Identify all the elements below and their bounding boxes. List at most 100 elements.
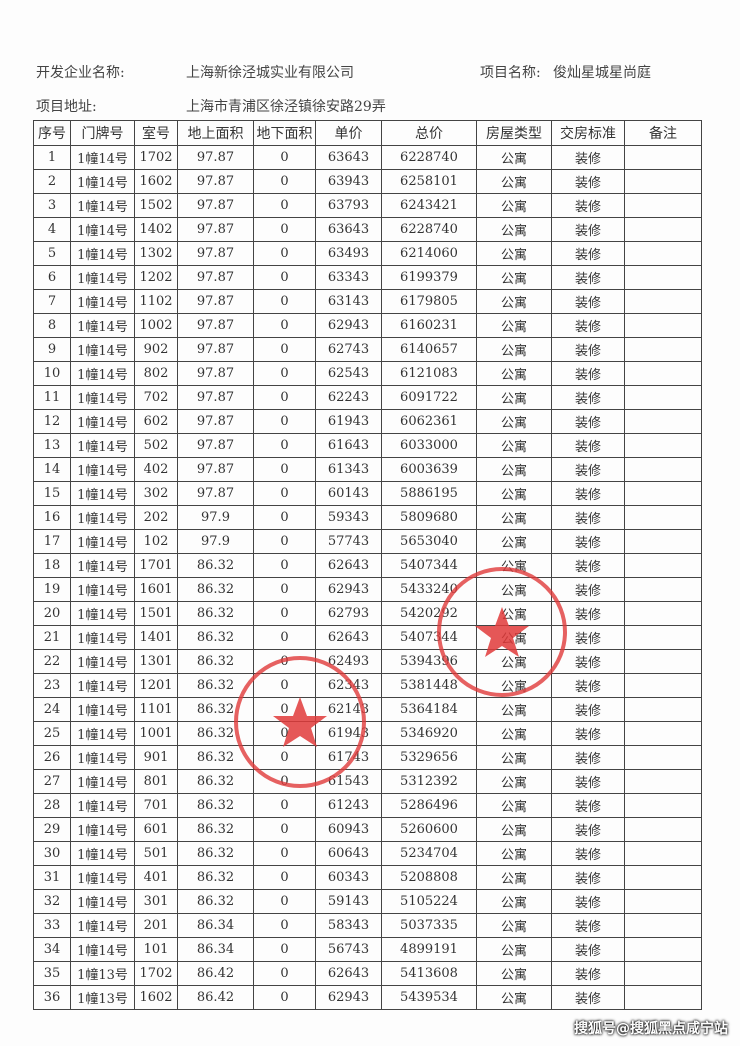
table-cell: 86.42 [177,985,254,1010]
table-cell: 0 [253,217,316,242]
table-cell: 9 [33,337,71,362]
table-cell [624,409,702,434]
table-cell: 97.87 [177,457,254,482]
table-cell: 63143 [315,289,382,314]
table-cell: 86.32 [177,601,254,626]
table-cell: 1幢14号 [70,169,135,194]
table-cell: 装修 [551,673,625,698]
table-cell: 61243 [315,793,382,818]
table-cell [624,961,702,986]
table-cell: 5394396 [381,649,477,674]
table-cell: 1幢14号 [70,721,135,746]
table-cell: 58343 [315,913,382,938]
table-cell: 1402 [134,217,178,242]
table-cell: 6179805 [381,289,477,314]
table-cell: 0 [253,841,316,866]
table-cell: 装修 [551,937,625,962]
table-cell: 6121083 [381,361,477,386]
table-cell: 公寓 [476,145,552,170]
table-cell: 1幢14号 [70,529,135,554]
table-cell: 6160231 [381,313,477,338]
table-cell [624,217,702,242]
table-cell [624,289,702,314]
table-cell: 101 [134,937,178,962]
table-cell: 0 [253,193,316,218]
table-cell: 5420292 [381,601,477,626]
table-cell: 0 [253,913,316,938]
table-cell: 5037335 [381,913,477,938]
table-cell: 公寓 [476,217,552,242]
table-cell: 86.34 [177,937,254,962]
table-row: 14 1幢14号 402 97.87 0 61343 6003639 公寓 装修 [33,457,702,482]
table-cell: 0 [253,625,316,650]
table-cell [624,865,702,890]
table-cell: 1幢14号 [70,361,135,386]
table-cell: 62643 [315,625,382,650]
table-cell: 61943 [315,721,382,746]
table-cell: 1幢14号 [70,865,135,890]
table-cell: 86.42 [177,961,254,986]
table-cell: 5260600 [381,817,477,842]
table-cell: 装修 [551,913,625,938]
table-cell: 601 [134,817,178,842]
table-cell: 63343 [315,265,382,290]
table-cell: 301 [134,889,178,914]
table-cell: 装修 [551,409,625,434]
table-cell: 装修 [551,793,625,818]
table-cell: 1幢14号 [70,649,135,674]
table-header-row: 序号 门牌号 室号 地上面积 地下面积 单价 总价 房屋类型 交房标准 备注 [33,120,702,146]
table-cell: 1幢14号 [70,697,135,722]
table-cell [624,529,702,554]
table-cell: 1001 [134,721,178,746]
table-cell: 5346920 [381,721,477,746]
table-cell: 0 [253,649,316,674]
table-cell [624,241,702,266]
table-cell: 公寓 [476,409,552,434]
table-row: 6 1幢14号 1202 97.87 0 63343 6199379 公寓 装修 [33,265,702,290]
table-cell: 86.34 [177,913,254,938]
table-cell: 0 [253,289,316,314]
table-cell: 0 [253,745,316,770]
table-cell: 装修 [551,649,625,674]
table-cell: 27 [33,769,71,794]
column-header: 地上面积 [177,120,254,146]
column-header: 房屋类型 [476,120,552,146]
table-row: 21 1幢14号 1401 86.32 0 62643 5407344 公寓 装修 [33,625,702,650]
table-cell [624,793,702,818]
table-cell: 1幢14号 [70,289,135,314]
table-cell: 公寓 [476,289,552,314]
table-cell [624,817,702,842]
table-cell: 62943 [315,313,382,338]
table-cell: 公寓 [476,193,552,218]
table-cell: 202 [134,505,178,530]
table-row: 7 1幢14号 1102 97.87 0 63143 6179805 公寓 装修 [33,289,702,314]
table-cell: 装修 [551,529,625,554]
table-cell: 502 [134,433,178,458]
table-cell: 1602 [134,985,178,1010]
developer-value: 上海新徐泾城实业有限公司 [186,65,354,81]
table-cell: 公寓 [476,817,552,842]
table-cell [624,913,702,938]
table-cell: 公寓 [476,889,552,914]
table-cell: 97.9 [177,505,254,530]
table-cell: 装修 [551,457,625,482]
table-cell: 1201 [134,673,178,698]
table-cell: 装修 [551,961,625,986]
table-cell: 1202 [134,265,178,290]
table-cell: 3 [33,193,71,218]
table-cell: 1幢14号 [70,241,135,266]
table-cell: 装修 [551,265,625,290]
table-cell: 0 [253,985,316,1010]
table-cell: 1702 [134,145,178,170]
table-cell: 1幢14号 [70,745,135,770]
table-cell: 0 [253,673,316,698]
table-row: 13 1幢14号 502 97.87 0 61643 6033000 公寓 装修 [33,433,702,458]
table-cell: 0 [253,553,316,578]
table-cell: 公寓 [476,697,552,722]
table-cell: 0 [253,769,316,794]
table-cell: 97.87 [177,433,254,458]
table-cell: 1602 [134,169,178,194]
table-cell: 公寓 [476,673,552,698]
table-cell [624,505,702,530]
table-cell: 0 [253,721,316,746]
